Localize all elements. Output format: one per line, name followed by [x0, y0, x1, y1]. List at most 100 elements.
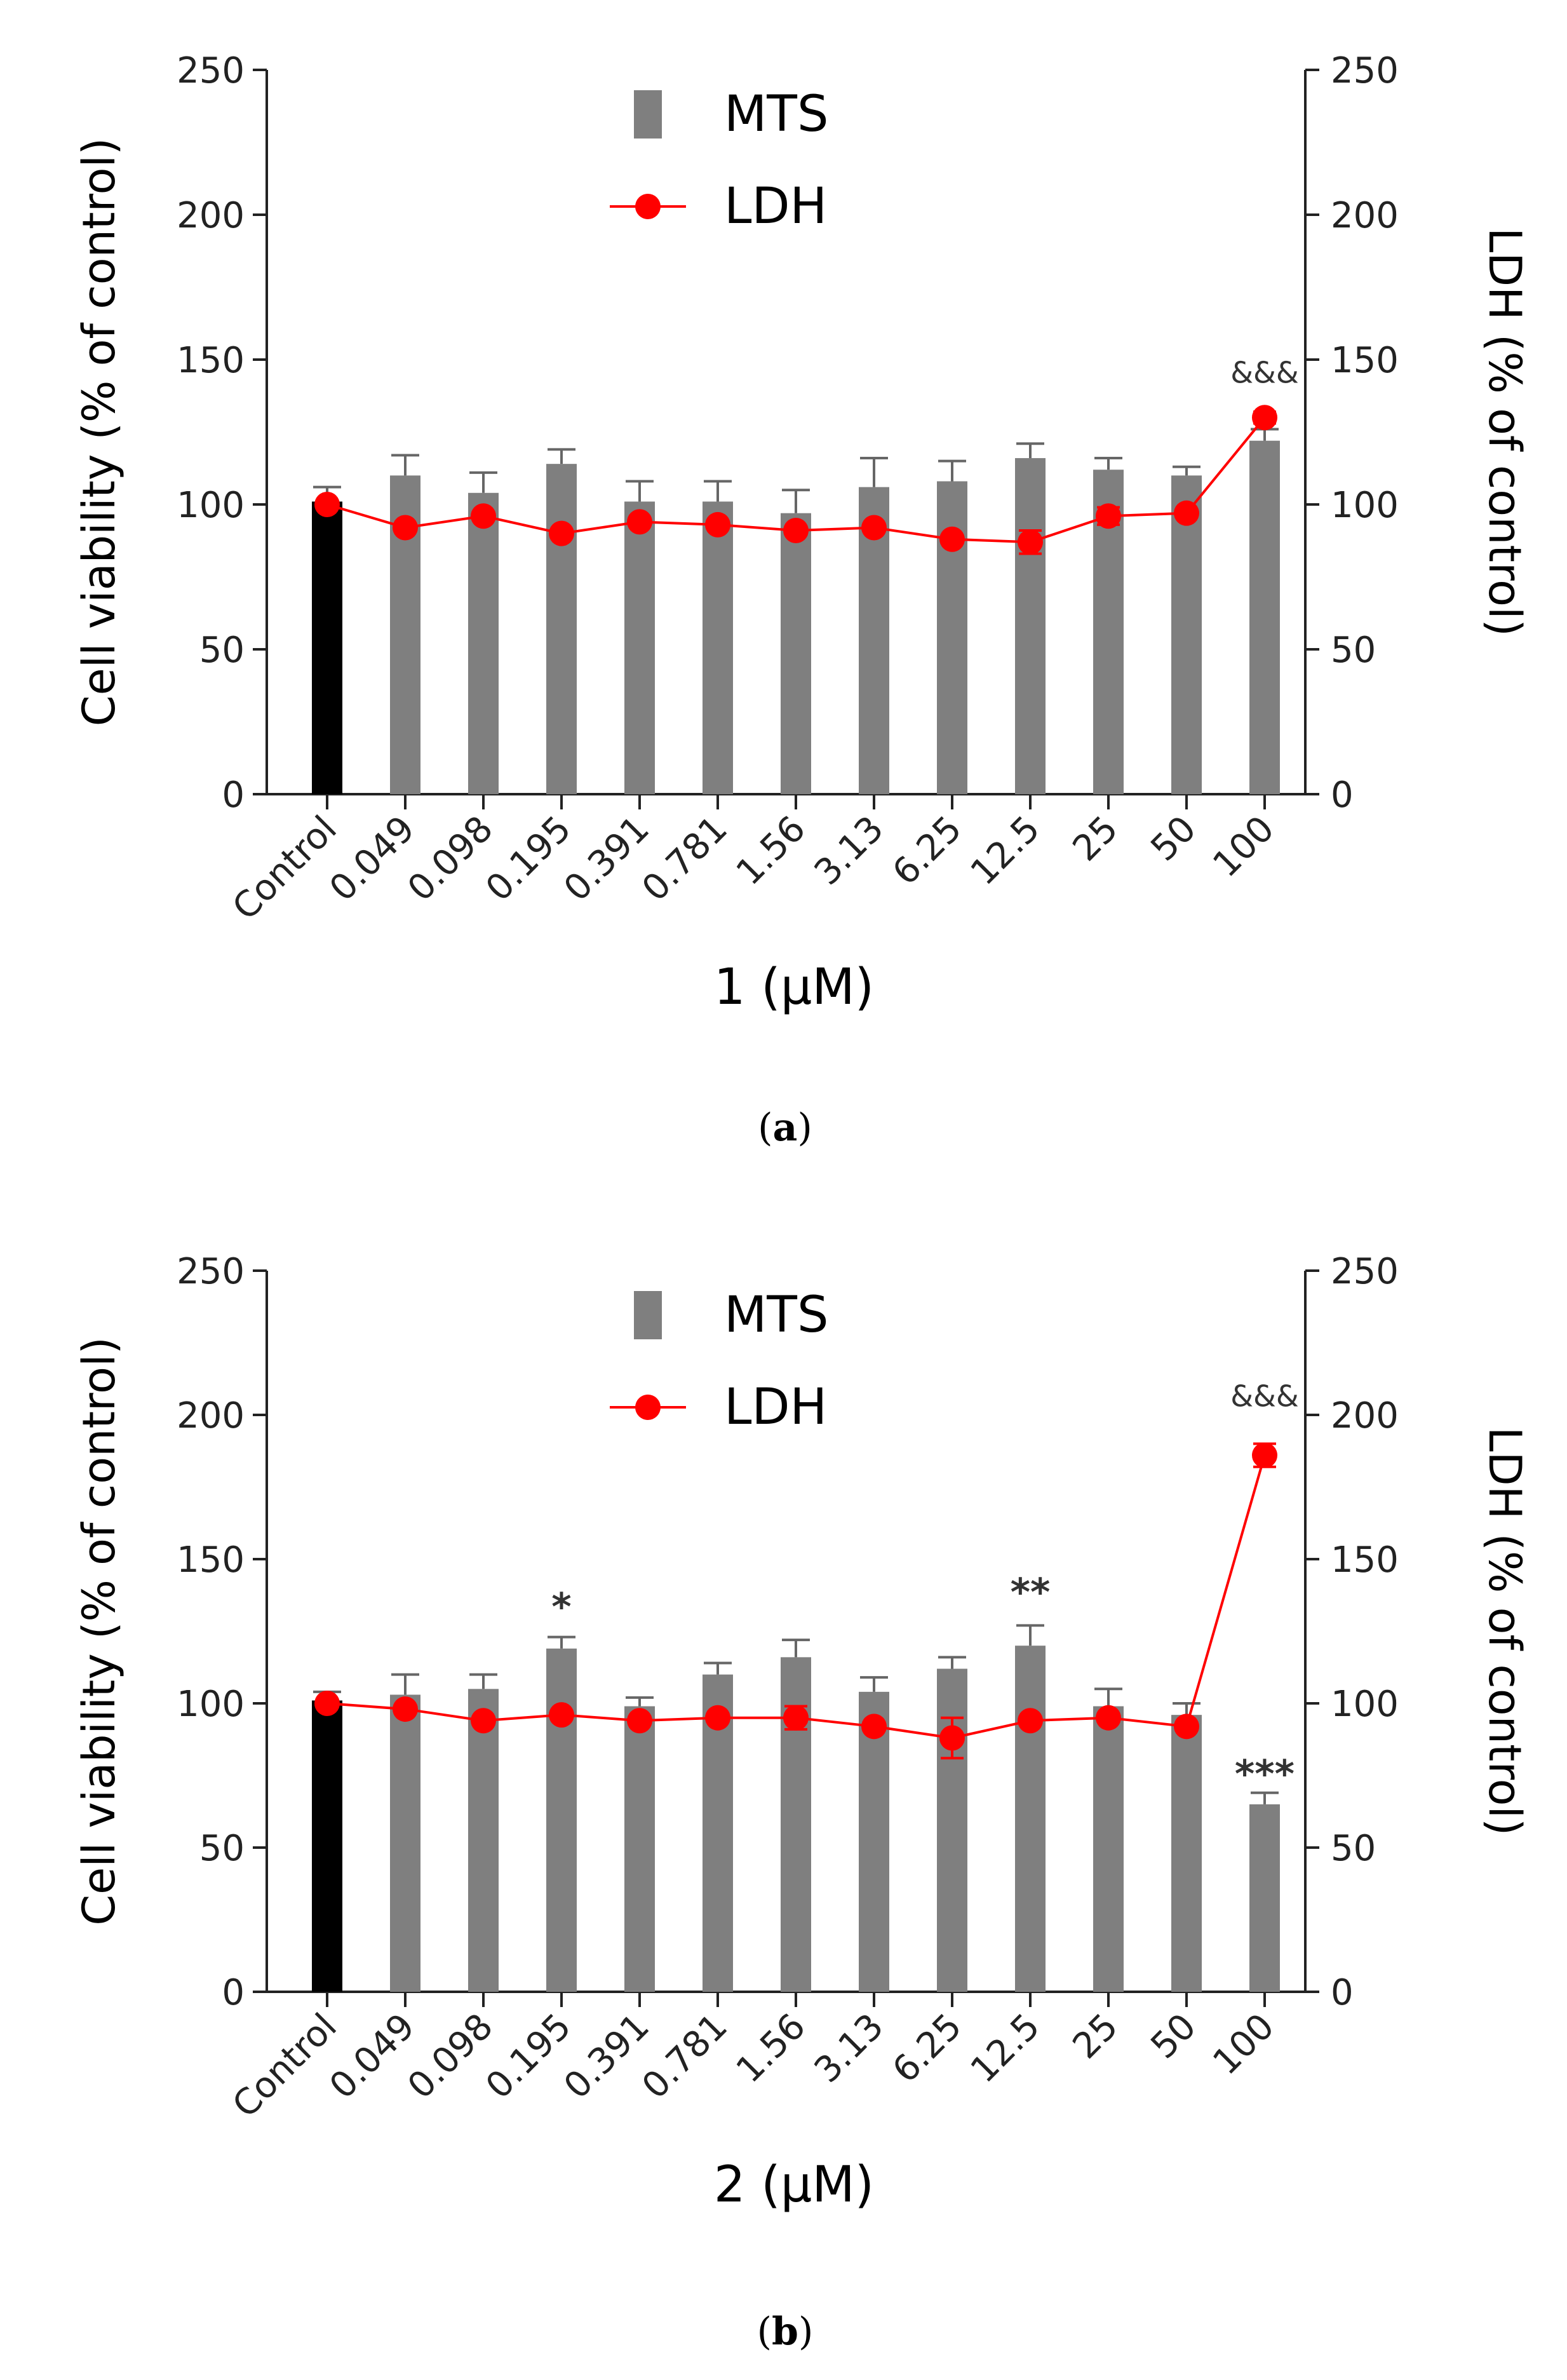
significance-annotation: ** [1011, 1571, 1051, 1615]
significance-annotation: * [551, 1585, 571, 1629]
x-tick-label: 12.5 [963, 808, 1048, 893]
x-tick-label: 0.781 [635, 2006, 736, 2107]
x-tick-label: 100 [1205, 808, 1282, 886]
bar-mts [546, 464, 577, 794]
panel-caption-paren: ( [757, 2309, 772, 2354]
x-tick-label: 0.391 [556, 808, 657, 909]
panel-caption-paren: ) [797, 1105, 812, 1150]
significance-annotation: &&& [1230, 355, 1299, 389]
point-ldh [783, 518, 809, 544]
point-ldh [1174, 500, 1199, 526]
point-ldh [939, 1725, 965, 1751]
y-tick-label-right: 0 [1331, 774, 1354, 816]
y-tick-label-left: 0 [222, 774, 245, 816]
y-tick-label-right: 150 [1331, 1539, 1399, 1581]
bar-mts [1093, 1706, 1124, 1992]
y-tick-label-right: 100 [1331, 1684, 1399, 1725]
x-tick-label: 0.098 [400, 2006, 501, 2107]
y-tick-label-right: 100 [1331, 485, 1399, 526]
point-ldh [314, 492, 340, 517]
point-ldh [393, 1696, 418, 1722]
x-tick-label: 0.195 [478, 2006, 579, 2107]
panel-caption-letter: a [773, 1105, 798, 1150]
point-ldh [861, 515, 887, 541]
y-tick-label-right: 150 [1331, 340, 1399, 381]
legend-label-ldh: LDH [724, 1379, 827, 1436]
x-tick-label: Control [225, 808, 345, 928]
point-ldh [1252, 405, 1277, 431]
y-tick-label-left: 150 [177, 340, 245, 381]
point-ldh [1018, 1708, 1043, 1734]
point-ldh [1018, 529, 1043, 555]
x-tick-label: 0.098 [400, 808, 501, 909]
bar-mts [1249, 1804, 1280, 1992]
y-tick-label-right: 250 [1331, 1251, 1399, 1292]
bar-mts [1171, 1715, 1202, 1992]
x-tick-label: 1.56 [729, 808, 814, 893]
legend-label-ldh: LDH [724, 178, 827, 235]
significance-annotation: &&& [1230, 1379, 1299, 1413]
y-tick-label-left: 100 [177, 485, 245, 526]
panel-caption: (a) [758, 1105, 812, 1150]
x-tick-label: 0.195 [478, 808, 579, 909]
x-tick-label: 6.25 [885, 808, 970, 893]
point-ldh [471, 1708, 496, 1734]
y-tick-label-right: 50 [1331, 1828, 1376, 1869]
x-tick-label: Control [225, 2006, 345, 2126]
x-tick-label: 0.049 [322, 2006, 423, 2107]
bar-mts [781, 513, 811, 794]
y-tick-label-left: 0 [222, 1972, 245, 2013]
bar-mts [312, 501, 342, 794]
x-tick-label: 0.049 [322, 808, 423, 909]
bar-mts [468, 1689, 499, 1992]
y-tick-label-left: 50 [199, 1828, 245, 1869]
point-ldh [939, 526, 965, 552]
legend-marker-ldh [635, 1395, 661, 1420]
panel-caption-paren: ( [758, 1105, 772, 1150]
x-tick-label: 25 [1065, 2006, 1126, 2067]
x-tick-label: 50 [1143, 2006, 1204, 2067]
bar-mts [1249, 440, 1280, 794]
point-ldh [1096, 1705, 1121, 1731]
legend-label-mts: MTS [724, 86, 828, 143]
x-tick-label: 25 [1065, 808, 1126, 869]
point-ldh [705, 511, 730, 538]
point-ldh [627, 509, 652, 535]
bar-mts [468, 492, 499, 794]
x-tick-label: 50 [1143, 808, 1204, 869]
point-ldh [1096, 503, 1121, 529]
bar-mts [859, 1691, 889, 1992]
x-axis-label: 1 (μM) [714, 959, 874, 1016]
y-tick-label-right: 250 [1331, 50, 1399, 91]
point-ldh [861, 1714, 887, 1740]
point-ldh [783, 1705, 809, 1731]
point-ldh [314, 1691, 340, 1716]
bar-mts [624, 1706, 655, 1992]
point-ldh [1252, 1442, 1277, 1468]
y-tick-label-left: 50 [199, 630, 245, 671]
x-axis-label: 2 (μM) [714, 2156, 874, 2214]
y-axis-label-left: Cell viability (% of control) [73, 138, 125, 727]
bar-mts [624, 501, 655, 794]
legend-marker-ldh [635, 194, 661, 219]
bar-mts [1015, 458, 1046, 794]
y-tick-label-right: 200 [1331, 1395, 1399, 1437]
x-tick-label: 12.5 [963, 2006, 1048, 2091]
point-ldh [705, 1705, 730, 1731]
y-axis-label-right: LDH (% of control) [1479, 227, 1531, 637]
y-tick-label-right: 50 [1331, 630, 1376, 671]
y-tick-label-left: 200 [177, 195, 245, 236]
y-tick-label-left: 200 [177, 1395, 245, 1437]
bar-mts [546, 1648, 577, 1992]
bar-mts [390, 1694, 420, 1992]
point-ldh [1174, 1714, 1199, 1740]
y-tick-label-right: 200 [1331, 195, 1399, 236]
bar-mts [1171, 475, 1202, 794]
x-tick-label: 1.56 [729, 2006, 814, 2091]
point-ldh [549, 520, 574, 546]
y-tick-label-left: 250 [177, 50, 245, 91]
x-tick-label: 0.391 [556, 2006, 657, 2107]
